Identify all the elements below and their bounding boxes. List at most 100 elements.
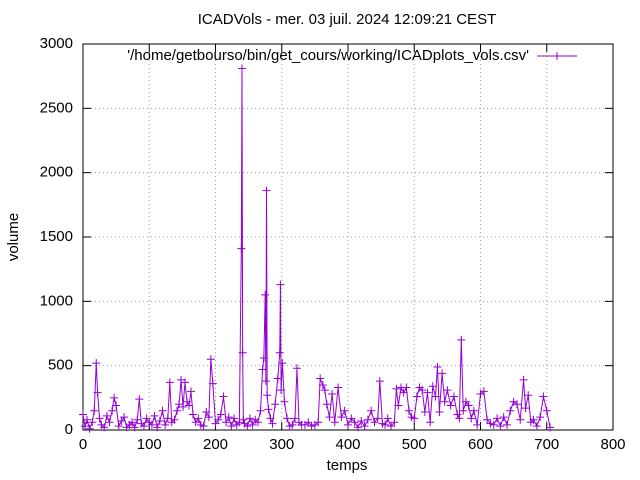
data-point: [262, 186, 271, 195]
data-point: [273, 374, 282, 383]
data-point: [82, 415, 91, 424]
data-point: [467, 414, 476, 423]
data-point: [304, 418, 313, 427]
data-point: [161, 420, 170, 429]
data-point: [320, 386, 329, 395]
data-point: [433, 362, 442, 371]
data-point: [322, 400, 331, 409]
data-point: [155, 416, 164, 425]
data-point: [431, 392, 440, 401]
y-axis-label: volume: [5, 213, 22, 261]
data-point: [360, 422, 369, 431]
data-point: [546, 423, 555, 432]
y-tick-label: 1500: [40, 228, 73, 245]
data-point: [108, 406, 117, 415]
data-point: [130, 423, 139, 432]
y-tick-label: 1000: [40, 292, 73, 309]
data-point: [347, 414, 356, 423]
data-point: [340, 406, 349, 415]
data-point: [506, 406, 515, 415]
data-point: [278, 359, 287, 368]
data-point: [337, 413, 346, 422]
data-point: [512, 400, 521, 409]
data-point: [170, 415, 179, 424]
data-point: [435, 407, 444, 416]
data-point: [105, 418, 114, 427]
data-point: [179, 402, 188, 411]
data-point: [238, 348, 247, 357]
data-point: [450, 392, 458, 401]
data-point: [521, 404, 530, 413]
data-point: [238, 64, 246, 73]
chart-title: ICADVols - mer. 03 juil. 2024 12:09:21 C…: [198, 11, 496, 28]
data-point: [186, 387, 195, 396]
data-point: [334, 383, 343, 392]
plot-border: [82, 43, 614, 431]
data-point: [288, 420, 297, 429]
y-tick-label: 500: [48, 357, 73, 374]
data-point: [261, 377, 270, 386]
data-point: [486, 419, 495, 428]
data-point: [493, 414, 502, 423]
data-point: [532, 422, 541, 431]
data-point: [404, 406, 413, 415]
data-point: [256, 406, 265, 415]
data-point: [292, 364, 301, 373]
data-point: [79, 410, 87, 419]
x-tick-label: 400: [335, 436, 360, 453]
data-point: [459, 406, 468, 415]
data-point: [85, 424, 94, 433]
data-point: [420, 407, 429, 416]
data-point: [489, 420, 498, 429]
data-point: [183, 397, 192, 406]
x-tick-label: 700: [534, 436, 559, 453]
data-point: [230, 414, 239, 423]
data-point: [264, 405, 273, 414]
data-point: [370, 418, 379, 427]
data-point: [88, 418, 97, 427]
data-point: [457, 335, 466, 344]
data-point: [135, 395, 144, 404]
data-point: [383, 414, 392, 423]
data-point: [367, 406, 376, 415]
x-tick-label: 100: [137, 436, 162, 453]
data-point: [237, 244, 246, 253]
data-point: [158, 406, 167, 415]
x-tick-label: 200: [203, 436, 228, 453]
data-point: [90, 406, 99, 415]
data-point: [114, 422, 123, 431]
data-point: [253, 418, 262, 427]
data-point: [280, 397, 289, 406]
x-tick-label: 0: [79, 436, 87, 453]
data-point: [423, 388, 432, 397]
data-point: [496, 422, 505, 431]
data-point: [516, 415, 525, 424]
data-point: [227, 422, 236, 431]
data-point: [469, 406, 478, 415]
data-point: [263, 391, 272, 400]
data-point: [150, 411, 159, 420]
data-point: [283, 414, 292, 423]
x-tick-label: 300: [269, 436, 294, 453]
data-point: [438, 369, 447, 378]
data-point: [133, 415, 142, 424]
data-point: [529, 415, 538, 424]
data-point: [455, 414, 464, 423]
data-point: [271, 400, 280, 409]
data-point: [92, 359, 101, 368]
x-axis-label: temps: [327, 457, 368, 474]
data-point: [275, 348, 284, 357]
data-point: [261, 290, 270, 299]
data-point: [353, 423, 362, 432]
data-point: [139, 422, 148, 431]
data-point: [443, 386, 452, 395]
data-point: [147, 420, 156, 429]
data-point: [248, 420, 257, 429]
data-point: [95, 414, 104, 423]
legend-label: '/home/getbourso/bin/get_cours/working/I…: [127, 47, 529, 64]
y-tick-label: 2500: [40, 99, 73, 116]
data-point: [259, 353, 268, 362]
data-point: [314, 418, 323, 427]
data-point: [120, 413, 129, 422]
